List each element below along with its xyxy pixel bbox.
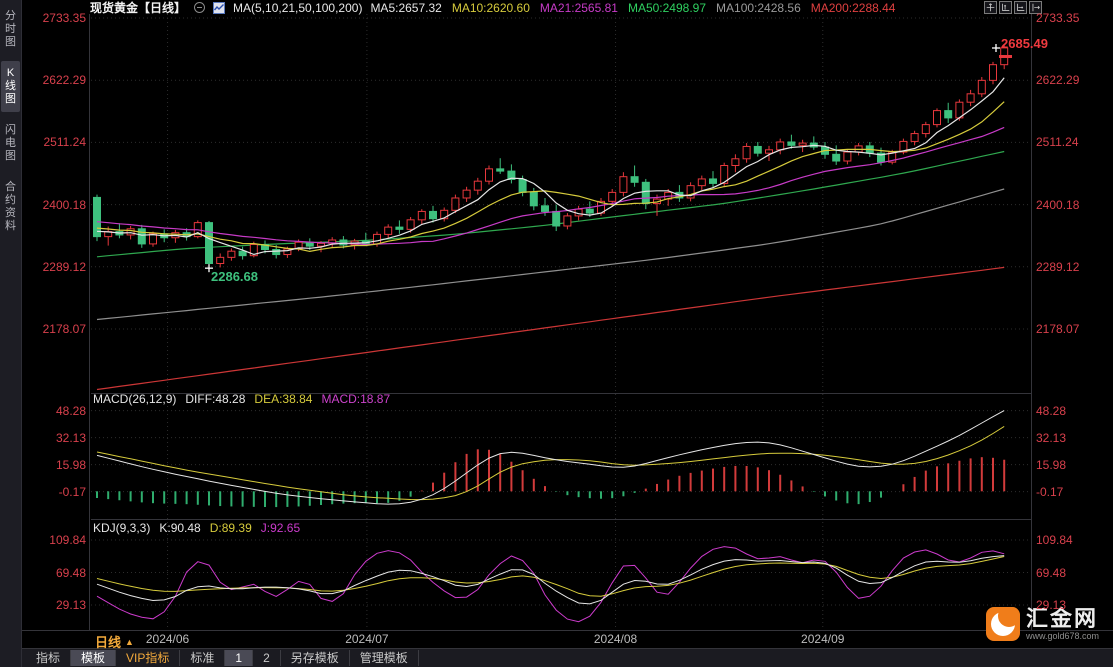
macd-axis-label-left-0: 48.28 xyxy=(55,403,86,418)
kdj-title: KDJ(9,3,3) xyxy=(93,521,151,535)
macd-axis-label-right-2: 15.98 xyxy=(1036,457,1067,472)
ma-value-ma200: MA200:2288.44 xyxy=(810,0,896,15)
ma-value-ma5: MA5:2657.32 xyxy=(370,0,442,15)
scale-right-icon[interactable] xyxy=(1014,1,1027,14)
kdj-axis-label-right-2: 29.13 xyxy=(1036,597,1067,612)
kdj-panel xyxy=(96,546,1005,623)
kdj-d-value: D:89.39 xyxy=(209,521,252,535)
kdj-axis-label-left-0: 109.84 xyxy=(49,533,86,547)
price-axis-label-right-0: 2733.35 xyxy=(1036,11,1080,25)
chart-toolbar xyxy=(984,1,1042,14)
main-chart-panel xyxy=(93,44,1012,391)
macd-axis-label-left-3: -0.17 xyxy=(58,484,86,499)
macd-axis-label-left-1: 32.13 xyxy=(55,430,86,445)
brand-name: 汇金网 xyxy=(1026,606,1099,631)
tab-3[interactable]: 标准 xyxy=(180,650,226,666)
last-price-marker xyxy=(999,55,1012,58)
collapse-icon[interactable] xyxy=(194,2,206,13)
date-axis-label-2: 2024/08 xyxy=(593,632,638,646)
kdj-axis-label-left-2: 29.13 xyxy=(55,597,86,612)
macd-title: MACD(26,12,9) xyxy=(93,392,177,406)
tab-4[interactable]: 1 xyxy=(225,650,254,666)
period-label: 日线 xyxy=(95,635,122,650)
price-axis-label-right-5: 2178.07 xyxy=(1036,322,1080,336)
date-axis-label-3: 2024/09 xyxy=(801,632,845,646)
sidebar-item-1[interactable]: K 线 图 xyxy=(1,61,20,112)
sidebar-item-2[interactable]: 闪 电 图 xyxy=(5,124,16,162)
macd-axis-label-right-0: 48.28 xyxy=(1036,403,1067,418)
ma-value-ma50: MA50:2498.97 xyxy=(627,0,707,15)
tab-1[interactable]: 模板 xyxy=(71,650,117,666)
macd-axis-label-left-2: 15.98 xyxy=(55,457,86,472)
ma-value-ma100: MA100:2428.56 xyxy=(716,0,801,15)
tab-5[interactable]: 2 xyxy=(253,650,281,666)
kdj-panel-title: KDJ(9,3,3) K:90.48 D:89.39 J:92.65 xyxy=(93,521,300,535)
low-price-annotation: 2286.68 xyxy=(211,269,258,284)
macd-diff-value: DIFF:48.28 xyxy=(185,392,246,406)
macd-axis-label-right-1: 32.13 xyxy=(1036,430,1067,445)
ma-value-ma10: MA10:2620.60 xyxy=(451,0,530,15)
pan-right-icon[interactable] xyxy=(1029,1,1042,14)
kdj-j-value: J:92.65 xyxy=(260,521,301,535)
chart-header: 现货黄金【日线】 MA(5,10,21,50,100,200) MA5:2657… xyxy=(90,0,895,16)
price-axis-label-left-0: 2733.35 xyxy=(42,11,86,25)
tab-0[interactable]: 指标 xyxy=(26,650,72,666)
price-axis-label-right-4: 2289.12 xyxy=(1036,259,1080,274)
ma-value-ma21: MA21:2565.81 xyxy=(539,0,618,15)
price-axis-label-left-1: 2622.29 xyxy=(42,73,86,88)
macd-dea-value: DEA:38.84 xyxy=(254,392,313,406)
chevron-up-icon: ▲ xyxy=(125,636,134,647)
period-selector[interactable]: 日线 ▲ xyxy=(95,632,134,651)
sidebar: 分 时 图 K 线 图闪 电 图合 约 资 料 xyxy=(0,0,22,667)
symbol-title: 现货黄金【日线】 xyxy=(90,1,187,15)
kdj-axis-label-right-0: 109.84 xyxy=(1036,533,1073,547)
macd-macd-value: MACD:18.87 xyxy=(321,392,391,406)
brand-logo-icon xyxy=(986,607,1020,641)
date-axis-label-0: 2024/06 xyxy=(145,632,190,646)
sidebar-item-0[interactable]: 分 时 图 xyxy=(5,10,16,48)
price-axis-label-left-4: 2289.12 xyxy=(42,259,86,274)
macd-panel-title: MACD(26,12,9) DIFF:48.28 DEA:38.84 MACD:… xyxy=(93,392,390,406)
macd-axis-label-right-3: -0.17 xyxy=(1036,484,1064,499)
tab-6[interactable]: 另存模板 xyxy=(281,650,350,666)
ma-settings-label: MA(5,10,21,50,100,200) xyxy=(233,0,363,15)
tab-2[interactable]: VIP指标 xyxy=(116,650,181,666)
sidebar-item-3[interactable]: 合 约 资 料 xyxy=(5,181,16,232)
watermark: 汇金网 www.gold678.com xyxy=(986,607,1099,641)
price-axis-label-right-2: 2511.24 xyxy=(1036,135,1079,150)
bottom-tabbar: 指标 模板 VIP指标 标准 1 2 另存模板 管理模板 xyxy=(22,649,1113,667)
tab-7[interactable]: 管理模板 xyxy=(350,650,419,666)
price-axis-label-right-3: 2400.18 xyxy=(1036,197,1080,212)
pan-move-icon[interactable] xyxy=(984,1,997,14)
price-axis-label-right-1: 2622.29 xyxy=(1036,73,1080,88)
kdj-k-value: K:90.48 xyxy=(159,521,201,535)
price-axis-label-left-5: 2178.07 xyxy=(42,322,86,336)
price-axis-label-left-2: 2511.24 xyxy=(43,135,87,150)
macd-panel xyxy=(96,410,1006,508)
candlestick-chart-icon[interactable] xyxy=(213,1,226,14)
kdj-axis-label-left-1: 69.48 xyxy=(55,565,86,580)
scale-up-icon[interactable] xyxy=(999,1,1012,14)
kdj-axis-label-right-1: 69.48 xyxy=(1036,565,1067,580)
high-price-annotation: 2685.49 xyxy=(1001,36,1048,51)
ma-values: MA5:2657.32 MA10:2620.60 MA21:2565.81 MA50:… xyxy=(370,1,895,15)
brand-url: www.gold678.com xyxy=(1026,631,1100,641)
price-axis-label-left-3: 2400.18 xyxy=(42,197,86,212)
date-axis-label-1: 2024/07 xyxy=(345,632,389,646)
